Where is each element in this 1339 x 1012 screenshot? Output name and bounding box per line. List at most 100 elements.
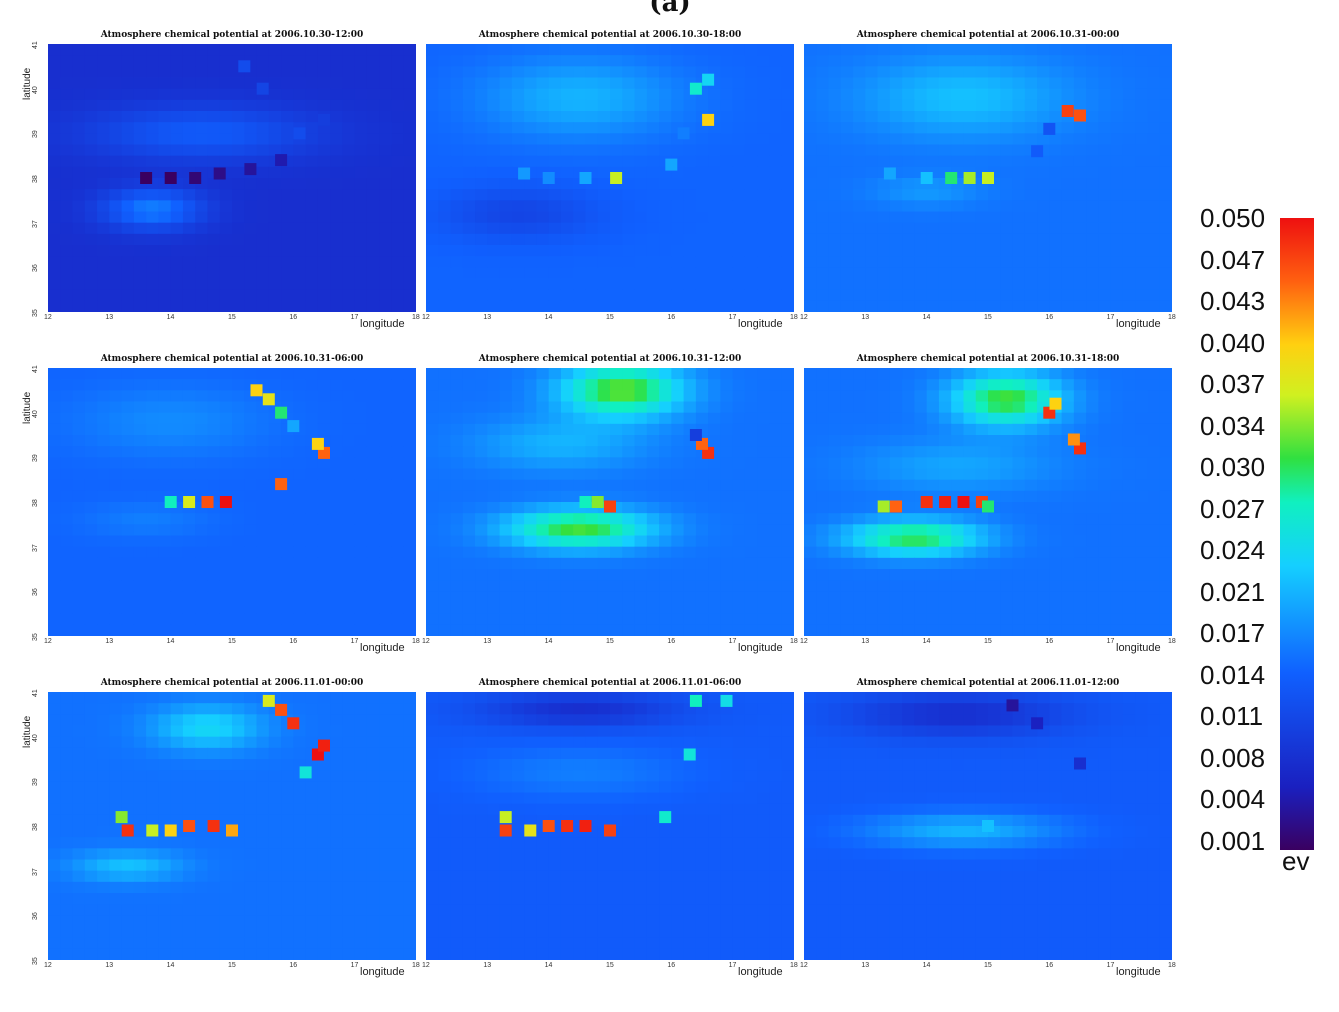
heatmap-cell <box>671 99 685 112</box>
heatmap-cell <box>426 412 439 425</box>
heatmap-cell <box>366 725 380 738</box>
heatmap-cell <box>366 535 380 548</box>
heatmap-cell <box>902 300 915 312</box>
heatmap-cell <box>548 624 562 636</box>
heatmap-cell <box>268 468 282 481</box>
heatmap-cell <box>293 435 307 447</box>
heatmap-cell <box>671 278 685 291</box>
heatmap-cell <box>182 77 196 90</box>
heatmap-cell <box>219 77 233 90</box>
heatmap-cell <box>48 848 61 861</box>
heatmap-cell <box>232 200 245 213</box>
heatmap-cell <box>536 245 550 257</box>
heatmap-cell <box>548 133 562 146</box>
heatmap-cell <box>622 368 636 380</box>
x-axis-label: longitude <box>360 642 405 654</box>
heatmap-cell <box>769 211 783 224</box>
heatmap-cell <box>1024 435 1038 447</box>
heatmap-cell <box>1049 490 1063 503</box>
heatmap-cell <box>659 591 672 604</box>
heatmap-cell <box>622 535 636 548</box>
heatmap-cell <box>732 613 746 626</box>
heatmap-cell <box>914 122 928 134</box>
heatmap-cell <box>622 468 636 481</box>
heatmap-cell <box>219 155 233 168</box>
heatmap-cell <box>963 502 977 514</box>
heatmap-cell <box>232 379 245 391</box>
heatmap-cell <box>1049 245 1063 257</box>
heatmap-cell <box>281 848 294 861</box>
heatmap-cell <box>634 222 648 235</box>
heatmap-cell <box>744 300 758 312</box>
heatmap-cell <box>769 77 783 90</box>
heatmap-cell <box>84 144 98 157</box>
heatmap-cell <box>48 736 61 749</box>
heatmap-cell <box>585 435 599 447</box>
heatmap-cell <box>342 826 356 838</box>
heatmap-cell <box>1049 66 1063 79</box>
heatmap-cell <box>1110 569 1124 581</box>
heatmap-cell <box>1110 178 1124 190</box>
heatmap-cell <box>268 613 282 626</box>
heatmap-cell <box>342 692 356 704</box>
heatmap-cell <box>462 300 476 312</box>
heatmap-cell <box>499 155 513 168</box>
heatmap-cell <box>1147 446 1161 458</box>
heatmap-cell <box>683 289 697 302</box>
heatmap-cell <box>646 390 660 403</box>
heatmap-cell <box>622 55 636 67</box>
heatmap-cell <box>683 513 697 525</box>
heatmap-cell <box>60 412 74 425</box>
heatmap-cell <box>268 189 282 201</box>
heatmap-cell <box>232 468 245 481</box>
heatmap-cell <box>1012 133 1026 146</box>
heatmap-cell <box>84 490 98 503</box>
heatmap-cell <box>268 111 282 123</box>
heatmap-cell <box>244 814 258 827</box>
heatmap-cell <box>597 423 611 436</box>
heatmap-cell <box>195 267 209 280</box>
heatmap-cell <box>219 837 233 849</box>
heatmap-cell <box>244 803 258 816</box>
heatmap-cell <box>121 99 135 112</box>
heatmap-cell <box>281 446 294 458</box>
heatmap-cell <box>902 211 915 224</box>
heatmap-cell <box>597 479 611 492</box>
heatmap-cell <box>354 848 368 861</box>
heatmap-cell <box>524 200 537 213</box>
heatmap-cell <box>475 66 488 79</box>
heatmap-cell <box>354 457 368 470</box>
heatmap-cell <box>256 222 270 235</box>
heatmap-cell <box>804 479 817 492</box>
heatmap-cell <box>536 278 550 291</box>
heatmap-cell <box>757 379 771 391</box>
heatmap-cell <box>109 624 123 636</box>
heatmap-cell <box>1110 580 1124 592</box>
heatmap-cell <box>573 122 587 134</box>
heatmap-cell <box>146 278 159 291</box>
heatmap-cell <box>708 368 721 380</box>
heatmap-cell <box>158 379 172 391</box>
heatmap-cell <box>268 267 282 280</box>
heatmap-cell <box>840 211 854 224</box>
heatmap-cell <box>804 178 817 190</box>
heatmap-cell <box>281 77 294 90</box>
heatmap-cell <box>146 870 159 883</box>
heatmap-cell <box>268 580 282 592</box>
heatmap-cell <box>379 122 393 134</box>
heatmap-cell <box>926 580 940 592</box>
heatmap-cell <box>293 379 307 391</box>
heatmap-cell <box>244 55 258 67</box>
heatmap-cell <box>403 111 416 123</box>
heatmap-cell <box>60 524 74 537</box>
heatmap-cell <box>659 166 672 179</box>
heatmap-cell <box>256 535 270 548</box>
heatmap-cell <box>48 602 61 615</box>
heatmap-cell <box>244 435 258 447</box>
heatmap-cell <box>708 390 721 403</box>
heatmap-cell <box>1159 122 1172 134</box>
heatmap-cell <box>1110 557 1124 570</box>
heatmap-cell <box>366 502 380 514</box>
heatmap-cell <box>60 859 74 872</box>
heatmap-cell <box>757 200 771 213</box>
